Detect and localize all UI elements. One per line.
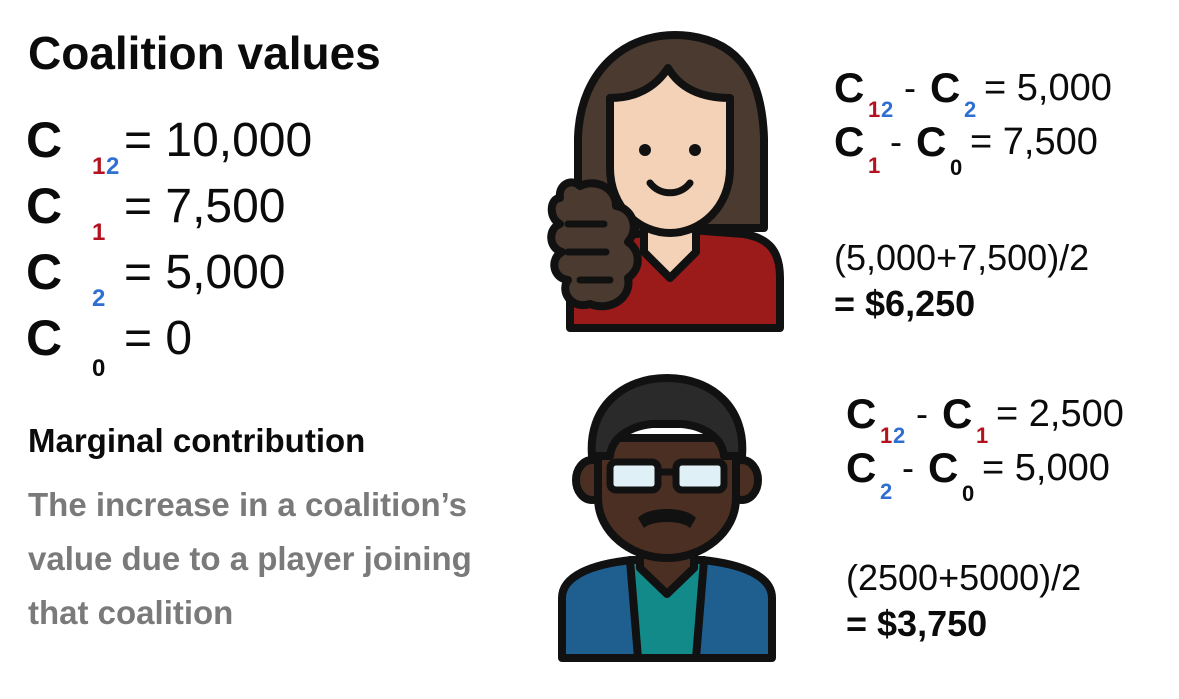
eq-minus: - xyxy=(904,67,916,108)
marginal-description: The increase in a coalition’s value due … xyxy=(28,486,472,631)
eq-rhs: = 5,000 xyxy=(982,447,1110,489)
coalition-value: = 0 xyxy=(124,312,193,365)
coalition-value: = 10,000 xyxy=(124,114,313,167)
marginal-heading: Marginal contribution xyxy=(28,422,366,459)
eq-sub-b: 2 xyxy=(964,97,977,122)
eq-letter-a: C xyxy=(834,118,865,165)
eq-letter-b: C xyxy=(928,444,959,491)
coalition-letter: C xyxy=(26,244,63,300)
man-avatar-icon xyxy=(558,374,776,662)
eq-rhs: = 7,500 xyxy=(970,121,1098,163)
eq-sub-b: 0 xyxy=(950,155,963,180)
player1-calc: (5,000+7,500)/2 xyxy=(834,237,1090,278)
eq-letter-b: C xyxy=(916,118,947,165)
eq-sub-b: 1 xyxy=(976,423,989,448)
eq-sub-a1: 2 xyxy=(880,479,893,504)
coalition-sub-1: 1 xyxy=(92,219,106,246)
player2-eq2: C 2 - C 0 = 5,000 xyxy=(846,444,1166,506)
eq-minus: - xyxy=(902,447,914,488)
eq-sub-b: 0 xyxy=(962,481,975,506)
woman-avatar-icon xyxy=(547,31,784,332)
player1-eq2: C 1 - C 0 = 7,500 xyxy=(834,118,1164,180)
coalition-sub-2: 2 xyxy=(92,285,106,312)
eq-sub-a1: 1 xyxy=(868,97,881,122)
coalition-sub-2: 2 xyxy=(106,153,120,180)
eq-letter-a: C xyxy=(846,390,877,437)
player1-eq1: C 1 2 - C 2 = 5,000 xyxy=(834,64,1164,122)
coalition-value: = 5,000 xyxy=(124,246,286,299)
eq-rhs: = 2,500 xyxy=(996,393,1124,435)
player2-eq1: C 1 2 - C 1 = 2,500 xyxy=(846,390,1166,448)
eq-letter-b: C xyxy=(942,390,973,437)
eq-letter-b: C xyxy=(930,64,961,111)
eq-minus: - xyxy=(890,121,902,162)
eq-letter-a: C xyxy=(834,64,865,111)
page-title: Coalition values xyxy=(28,27,381,79)
coalition-value: = 7,500 xyxy=(124,180,286,233)
eq-sub-a2: 2 xyxy=(881,97,894,122)
eq-sub-a1: 1 xyxy=(880,423,893,448)
coalition-sub-0: 0 xyxy=(92,355,106,382)
eq-minus: - xyxy=(916,393,928,434)
eq-rhs: = 5,000 xyxy=(984,67,1112,109)
eq-sub-a2: 2 xyxy=(893,423,906,448)
coalition-letter: C xyxy=(26,310,63,366)
player2-calc: (2500+5000)/2 xyxy=(846,557,1082,598)
player2-result: = $3,750 xyxy=(846,603,988,644)
player1-result: = $6,250 xyxy=(834,283,976,324)
coalition-letter: C xyxy=(26,112,63,168)
eq-letter-a: C xyxy=(846,444,877,491)
coalition-sub-1: 1 xyxy=(92,153,106,180)
eq-sub-a1: 1 xyxy=(868,153,881,178)
coalition-letter: C xyxy=(26,178,63,234)
